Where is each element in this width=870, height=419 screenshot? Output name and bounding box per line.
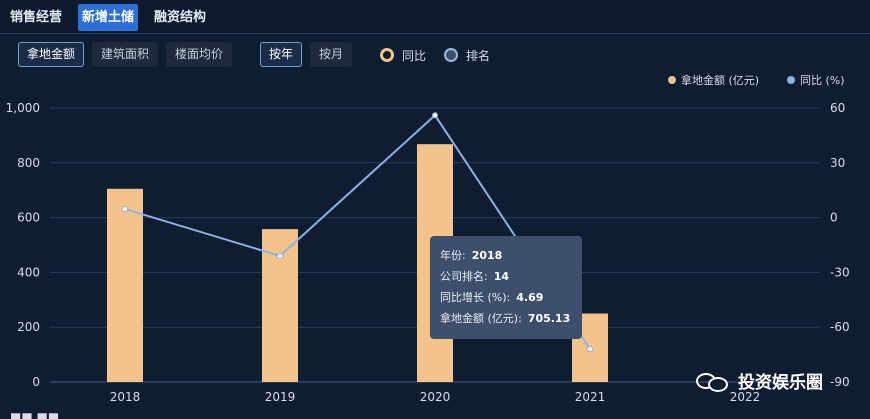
yoy-series-line (124, 113, 591, 350)
bar (107, 188, 143, 382)
y-right-tick-label: -30 (830, 265, 850, 279)
tooltip-row-amount: 拿地金额 (亿元): 705.13 (440, 312, 571, 325)
y-left-tick-label: 200 (17, 320, 40, 334)
x-tick-label: 2018 (110, 390, 141, 404)
tooltip-row-year: 年份: 2018 (440, 249, 503, 262)
legend-label: 拿地金额 (亿元) (681, 74, 760, 87)
metric-floor-price-button[interactable]: 楼面均价 (166, 42, 233, 67)
tooltip-row-yoy: 同比增长 (%): 4.69 (440, 291, 544, 304)
yoy-point (432, 112, 438, 119)
legend-dot-icon (787, 76, 795, 84)
period-by-month-button[interactable]: 按月 (310, 42, 353, 67)
metric-floor-area-button[interactable]: 建筑面积 (92, 42, 159, 67)
y-left-tick-label: 800 (17, 156, 40, 170)
wechat-icon (696, 370, 730, 392)
y-right-tick-label: 60 (830, 101, 845, 115)
y-right-tick-label: 0 (830, 211, 838, 225)
y-right-tick-label: 30 (830, 156, 845, 170)
x-tick-label: 2022 (730, 390, 761, 404)
legend-dot-icon (668, 76, 676, 84)
y-left-tick-label: 400 (17, 265, 40, 279)
x-tick-label: 2020 (420, 390, 451, 404)
yoy-point (587, 346, 593, 353)
radio-rank-label: 排名 (466, 48, 491, 63)
chart-tooltip: 年份: 2018 公司排名: 14 同比增长 (%): 4.69 拿地金额 (亿元):… (430, 236, 582, 339)
legend-label: 同比 (%) (800, 74, 845, 87)
watermark: 投资娱乐圈 (696, 368, 823, 393)
x-tick-label: 2021 (575, 390, 606, 404)
radio-selected-icon (380, 48, 394, 62)
tooltip-row-rank: 公司排名: 14 (440, 270, 510, 283)
x-tick-label: 2019 (265, 390, 296, 404)
y-left-tick-label: 600 (17, 211, 40, 225)
y-left-tick-label: 1,000 (6, 101, 40, 115)
yoy-point (277, 252, 283, 259)
bottom-cut-off-text: ■■ ■■ (10, 410, 60, 419)
metric-land-amount-button[interactable]: 拿地金额 (18, 42, 85, 67)
y-left-tick-label: 0 (32, 375, 40, 389)
period-by-year-button[interactable]: 按年 (260, 42, 303, 67)
radio-unselected-icon (444, 48, 458, 62)
tab-financing-structure[interactable]: 融资结构 (154, 10, 207, 25)
radio-yoy-label: 同比 (402, 48, 427, 63)
legend-item-yoy[interactable]: 同比 (%) (787, 72, 845, 88)
tab-new-land-reserve[interactable]: 新增土储 (78, 4, 139, 31)
tab-sales-operations[interactable]: 销售经营 (10, 10, 63, 25)
watermark-text: 投资娱乐圈 (738, 373, 823, 393)
radio-rank[interactable]: 排名 (444, 46, 490, 64)
legend-item-land-amount[interactable]: 拿地金额 (亿元) (668, 72, 759, 88)
y-right-tick-label: -90 (830, 375, 850, 389)
y-right-tick-label: -60 (830, 320, 850, 334)
radio-yoy[interactable]: 同比 (380, 46, 426, 64)
yoy-point (122, 206, 128, 213)
top-tab-bar: 销售经营 新增土储 融资结构 (0, 0, 870, 34)
